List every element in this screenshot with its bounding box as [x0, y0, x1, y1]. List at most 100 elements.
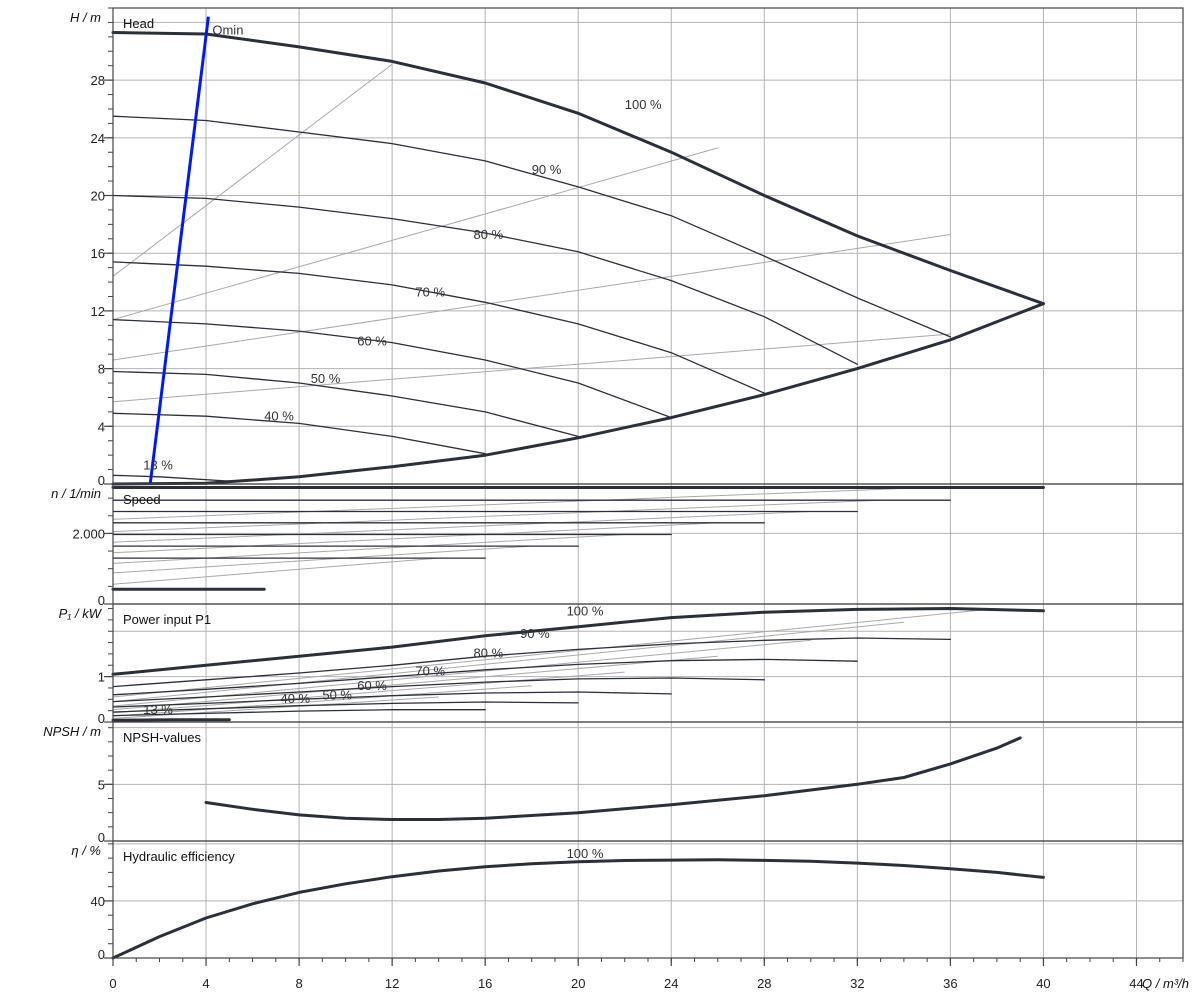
- head-curve-label: 50 %: [311, 371, 341, 386]
- power-curve: [112, 701, 579, 713]
- efficiency-curve: [111, 858, 1045, 960]
- head-ytick-label: 0: [98, 473, 105, 488]
- power-curve-label: 70 %: [415, 664, 445, 679]
- xtick-label: 12: [385, 976, 399, 991]
- speed-system-line: [112, 499, 881, 533]
- xtick-label: 24: [664, 976, 678, 991]
- head-curve: [112, 115, 952, 338]
- efficiency-panel-title: Hydraulic efficiency: [123, 849, 235, 864]
- head-curve-label: 80 %: [474, 227, 504, 242]
- head-ytick-label: 28: [91, 73, 105, 88]
- panel-frame-layer: [104, 7, 1184, 966]
- speed-panel-frame: [112, 483, 1184, 605]
- head-curve-label: 100 %: [625, 97, 662, 112]
- head-ylabel: H / m: [70, 10, 101, 25]
- head-ytick-label: 4: [98, 419, 105, 434]
- power-curve-label: 40 %: [280, 691, 310, 706]
- head-panel-title: Head: [123, 16, 154, 31]
- xtick-label: 16: [478, 976, 492, 991]
- npsh-ytick-label: 0: [98, 830, 105, 845]
- grid-layer: [113, 8, 1183, 958]
- xtick-label: 44: [1129, 976, 1143, 991]
- head-curve: [112, 412, 486, 455]
- head-system-line: [112, 333, 951, 403]
- head-curve-label: 70 %: [415, 284, 445, 299]
- xtick-label: 32: [850, 976, 864, 991]
- power-ytick-label: 1: [98, 670, 105, 685]
- head-system-line: [112, 234, 951, 361]
- head-system-line: [112, 147, 718, 321]
- xtick-label: 20: [571, 976, 585, 991]
- power-ytick-label: 0: [98, 711, 105, 726]
- power-system-line: [112, 621, 904, 703]
- qmin-label: Qmin: [212, 23, 243, 38]
- power-curve: [112, 677, 765, 703]
- head-curve-label: 60 %: [357, 334, 387, 349]
- npsh-panel-frame: [112, 721, 1184, 842]
- xtick-label: 36: [943, 976, 957, 991]
- qmin-line: [148, 16, 210, 485]
- speed-system-line: [112, 522, 718, 554]
- speed-ylabel: n / 1/min: [51, 486, 101, 501]
- npsh-panel-title: NPSH-values: [123, 730, 202, 745]
- power-curve: [111, 718, 231, 722]
- power-curve-label: 100 %: [567, 603, 604, 618]
- xtick-label: 0: [109, 976, 116, 991]
- head-curve: [112, 370, 579, 438]
- npsh-ylabel: NPSH / m: [43, 724, 101, 739]
- speed-ytick-label: 2.000: [72, 526, 105, 541]
- power-system-line: [112, 608, 997, 698]
- head-curve: [111, 302, 1045, 486]
- speed-system-line: [112, 557, 439, 585]
- head-ytick-label: 8: [98, 362, 105, 377]
- power-curve-label: 50 %: [322, 687, 352, 702]
- power-system-line: [112, 671, 625, 714]
- head-ytick-label: 24: [91, 131, 105, 146]
- power-curve: [111, 607, 1045, 676]
- speed-system-line: [112, 487, 928, 520]
- efficiency-ytick-label: 0: [98, 947, 105, 962]
- xtick-label: 40: [1036, 976, 1050, 991]
- npsh-ytick-label: 5: [98, 777, 105, 792]
- head-ytick-label: 16: [91, 246, 105, 261]
- xtick-label: 4: [202, 976, 209, 991]
- xtick-label: 28: [757, 976, 771, 991]
- head-curve: [112, 318, 672, 419]
- head-ytick-label: 20: [91, 189, 105, 204]
- power-curve: [112, 691, 672, 708]
- npsh-curve: [204, 736, 1022, 821]
- power-system-line: [112, 655, 718, 711]
- head-curve-label: 40 %: [264, 409, 294, 424]
- speed-system-line: [112, 511, 811, 543]
- power-system-line: [112, 685, 532, 717]
- head-curve: [112, 194, 858, 365]
- power-curve: [112, 658, 858, 696]
- speed-system-line: [112, 545, 532, 574]
- system-curve-layer: [112, 63, 997, 719]
- efficiency-ytick-label: 40: [91, 894, 105, 909]
- power-ylabel: P₁ / kW: [59, 606, 103, 621]
- efficiency-ylabel: η / %: [71, 843, 101, 858]
- power-curve: [112, 709, 486, 717]
- power-curve-label: 13 %: [143, 702, 173, 717]
- speed-panel-title: Speed: [123, 492, 161, 507]
- xlabel: Q / m³/h: [1142, 976, 1189, 991]
- performance-curve-layer: [111, 16, 1045, 960]
- power-panel-title: Power input P1: [123, 612, 211, 627]
- speed-ytick-label: 0: [98, 593, 105, 608]
- power-curve-label: 90 %: [520, 626, 550, 641]
- power-curve-label: 60 %: [357, 678, 387, 693]
- head-curve-label: 13 %: [143, 458, 173, 473]
- power-curve: [112, 637, 952, 688]
- head-curve: [112, 261, 765, 394]
- efficiency-curve-label: 100 %: [567, 846, 604, 861]
- head-ytick-label: 12: [91, 304, 105, 319]
- head-curve-label: 90 %: [532, 162, 562, 177]
- head-curve: [111, 31, 1045, 306]
- label-layer: 100 % 90 % 80 % 70 % 60 % 50 % 40 % 13 % Qmin Hea…: [43, 10, 1189, 991]
- xtick-label: 8: [295, 976, 302, 991]
- power-curve-label: 80 %: [474, 646, 504, 661]
- head-curve: [112, 474, 230, 482]
- head-system-line: [112, 63, 393, 277]
